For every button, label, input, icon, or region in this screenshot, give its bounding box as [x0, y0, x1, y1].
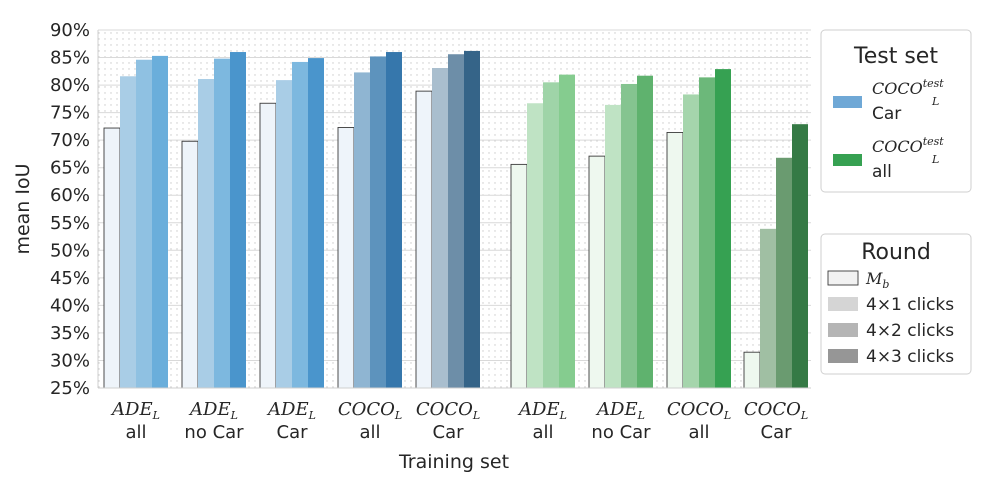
- x-group-label-bottom: all: [125, 422, 146, 443]
- y-axis-title: mean IoU: [12, 163, 34, 254]
- x-group-label-bottom: all: [359, 422, 380, 443]
- legend-test-set-frame: [820, 29, 972, 193]
- y-tick-labels: 25% 30% 35% 40% 45% 50% 55% 60% 65% 70% 75% 80% 85% 9…: [50, 20, 90, 399]
- y-tick-label: 55%: [50, 213, 90, 234]
- y-tick-label: 40%: [50, 295, 90, 316]
- y-tick-label: 70%: [50, 130, 90, 151]
- bar: [637, 75, 653, 389]
- y-tick-label: 65%: [50, 158, 90, 179]
- legend-test-label-line2: all: [872, 162, 892, 182]
- bar: [683, 94, 699, 388]
- bar: [230, 52, 246, 389]
- bar: [432, 68, 448, 388]
- bar: [181, 140, 199, 389]
- bar: [386, 52, 402, 389]
- bar: [510, 163, 528, 389]
- legend-round-label: 4×2 clicks: [866, 321, 954, 341]
- bar: [276, 80, 292, 389]
- legend-round-swatch: [828, 349, 858, 363]
- x-axis-title: Training set: [398, 451, 509, 473]
- bar: [559, 74, 575, 388]
- legend-round-swatch: [828, 297, 858, 311]
- y-tick-label: 25%: [50, 378, 90, 399]
- bars: [97, 30, 811, 389]
- x-group-label-bottom: Car: [761, 422, 793, 443]
- legend-round-swatch: [828, 323, 858, 337]
- legend-test-label-sub: L: [931, 95, 939, 108]
- legend-test-label-sub: L: [931, 153, 939, 166]
- x-group-label-top: ADEL: [266, 399, 316, 422]
- x-group-label-top: ADEL: [595, 399, 645, 422]
- bar: [308, 58, 324, 388]
- y-tick-label: 30%: [50, 350, 90, 371]
- x-group-label-top: ADEL: [517, 399, 567, 422]
- x-group-label-top: COCOL: [416, 399, 480, 422]
- legend-round-title: Round: [861, 240, 931, 265]
- x-group-label-bottom: Car: [433, 422, 465, 443]
- x-group-label-bottom: all: [532, 422, 553, 443]
- x-group-label-top: COCOL: [667, 399, 731, 422]
- bar: [136, 59, 152, 388]
- x-group-label-top: COCOL: [744, 399, 808, 422]
- bar: [354, 72, 370, 388]
- bar: [292, 61, 308, 389]
- legend-test-label-line2: Car: [872, 104, 901, 124]
- bar: [621, 83, 637, 388]
- bar: [337, 127, 355, 389]
- y-tick-label: 35%: [50, 323, 90, 344]
- bar: [666, 131, 684, 389]
- legend-round-swatch: [827, 270, 859, 286]
- bar: [776, 157, 792, 388]
- x-group-label-top: ADEL: [188, 399, 238, 422]
- x-group-label-bottom: Car: [277, 422, 309, 443]
- bar: [464, 50, 480, 388]
- legend-test-label-math: COCOtest: [872, 77, 944, 98]
- bar: [760, 228, 776, 388]
- legend-test-swatch: [833, 96, 862, 108]
- y-tick-label: 85%: [50, 48, 90, 69]
- bar: [152, 55, 168, 388]
- bar: [259, 102, 277, 389]
- bar: [448, 54, 464, 388]
- legend-round-label: Mb: [865, 269, 889, 291]
- legend-round: Round Mb 4×1 clicks 4×2 clicks 4×3 clicks: [820, 233, 972, 375]
- legend-round-label: 4×3 clicks: [866, 347, 954, 367]
- x-group-label-bottom: no Car: [591, 422, 651, 443]
- bar: [543, 82, 559, 389]
- bar: [527, 103, 543, 388]
- bar: [214, 58, 230, 388]
- y-tick-label: 45%: [50, 268, 90, 289]
- bar: [792, 124, 808, 388]
- y-tick-label: 80%: [50, 75, 90, 96]
- x-group-label-bottom: all: [688, 422, 709, 443]
- bar: [103, 127, 121, 389]
- bar: [120, 76, 136, 388]
- bar: [198, 79, 214, 388]
- legend-test-set-title: Test set: [853, 44, 938, 69]
- bar: [588, 155, 606, 389]
- legend-test-label-math: COCOtest: [872, 135, 944, 156]
- legend-round-label: 4×1 clicks: [866, 295, 954, 315]
- bar: [699, 77, 715, 389]
- x-group-label-top: ADEL: [110, 399, 160, 422]
- y-tick-label: 60%: [50, 185, 90, 206]
- bar: [605, 104, 621, 389]
- y-tick-label: 75%: [50, 103, 90, 124]
- bar: [743, 351, 761, 389]
- legend-test-swatch: [833, 154, 862, 166]
- x-group-label-bottom: no Car: [184, 422, 244, 443]
- y-tick-label: 50%: [50, 240, 90, 261]
- x-group-label-top: COCOL: [338, 399, 402, 422]
- bar: [415, 90, 433, 389]
- bar: [370, 56, 386, 389]
- legend-round-frame: [820, 233, 972, 375]
- y-tick-label: 90%: [50, 20, 90, 41]
- bar: [715, 69, 731, 388]
